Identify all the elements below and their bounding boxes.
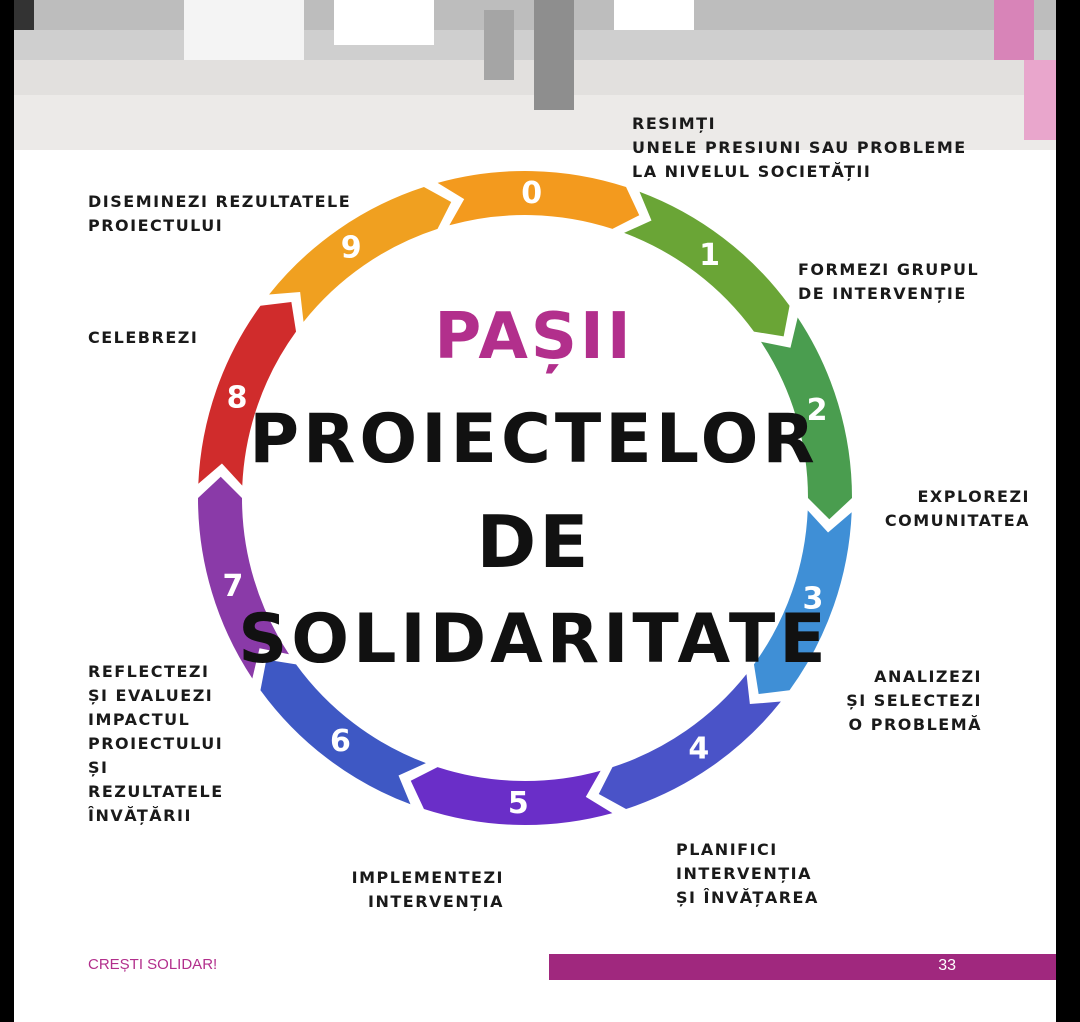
cycle-segment-0 — [437, 170, 640, 229]
step-4-line-3: ȘI ÎNVĂȚAREA — [676, 888, 819, 907]
step-4-label: PLANIFICI INTERVENȚIA ȘI ÎNVĂȚAREA — [676, 838, 819, 910]
cycle-segment-5 — [410, 767, 613, 825]
step-2-line-1: EXPLOREZI — [917, 487, 1030, 506]
step-8-label: CELEBREZI — [88, 326, 198, 350]
cycle-segment-3 — [753, 510, 852, 695]
footer-brand: CREȘTI SOLIDAR! — [88, 956, 218, 973]
diagram-title-pasii: PAȘII — [434, 300, 634, 374]
cycle-segment-7 — [198, 476, 290, 679]
footer-bar: 33 — [549, 954, 1056, 980]
step-number-9: 9 — [341, 230, 362, 265]
cycle-segment-8 — [198, 301, 297, 486]
cycle-arrow-ring — [198, 170, 852, 825]
step-number-2: 2 — [807, 393, 828, 428]
diagram-title-proiectelor: PROIECTELOR — [249, 400, 819, 479]
step-6-line-1: REFLECTEZI — [88, 662, 210, 681]
step-number-3: 3 — [803, 582, 824, 617]
cycle-diagram: 0 1 2 3 4 5 6 7 8 9 — [198, 170, 852, 825]
step-number-8: 8 — [227, 380, 248, 415]
step-1-label: FORMEZI GRUPUL DE INTERVENȚIE — [798, 258, 979, 306]
cycle-segment-4 — [598, 674, 781, 809]
step-6-line-3: IMPACTUL — [88, 710, 191, 729]
cycle-step-numbers: 0 1 2 3 4 5 6 7 8 9 — [223, 176, 828, 821]
step-number-7: 7 — [223, 569, 244, 604]
step-0-label: RESIMȚI UNELE PRESIUNI SAU PROBLEME LA N… — [632, 112, 967, 184]
step-number-1: 1 — [699, 238, 720, 273]
cycle-segment-1 — [624, 191, 790, 337]
step-number-0: 0 — [521, 176, 542, 211]
step-5-line-2: INTERVENȚIA — [368, 892, 504, 911]
step-9-line-1: DISEMINEZI REZULTATELE — [88, 192, 352, 211]
step-3-line-3: O PROBLEMĂ — [848, 715, 982, 734]
paint-brush-header — [14, 0, 1056, 200]
cycle-segment-9 — [269, 187, 452, 322]
step-3-line-2: ȘI SELECTEZI — [846, 691, 982, 710]
step-6-line-7: ÎNVĂȚĂRII — [88, 806, 192, 825]
cycle-segment-6 — [260, 659, 426, 805]
step-6-label: REFLECTEZI ȘI EVALUEZI IMPACTUL PROIECTU… — [88, 660, 224, 828]
step-6-line-2: ȘI EVALUEZI — [88, 686, 214, 705]
page-number: 33 — [938, 957, 956, 974]
book-page: 0 1 2 3 4 5 6 7 8 9 PAȘII PROIECTELOR DE SOLIDARI… — [14, 0, 1056, 1022]
step-2-line-2: COMUNITATEA — [884, 511, 1030, 530]
step-3-line-1: ANALIZEZI — [874, 667, 982, 686]
step-5-label: IMPLEMENTEZI INTERVENȚIA — [344, 866, 504, 914]
diagram-title-solidaritate: SOLIDARITATE — [238, 600, 830, 679]
cycle-segment-2 — [760, 317, 852, 520]
step-6-line-5: ȘI — [88, 758, 109, 777]
step-number-6: 6 — [330, 724, 351, 759]
step-0-line-1: RESIMȚI — [632, 114, 717, 133]
step-3-label: ANALIZEZI ȘI SELECTEZI O PROBLEMĂ — [834, 665, 982, 737]
diagram-title-de: DE — [476, 500, 592, 584]
step-6-line-6: REZULTATELE — [88, 782, 224, 801]
step-1-line-2: DE INTERVENȚIE — [798, 284, 967, 303]
step-9-label: DISEMINEZI REZULTATELE PROIECTULUI — [88, 190, 351, 238]
step-9-line-2: PROIECTULUI — [88, 216, 224, 235]
step-0-line-2: UNELE PRESIUNI SAU PROBLEME — [632, 138, 967, 157]
step-number-4: 4 — [688, 732, 709, 767]
step-2-label: EXPLOREZI COMUNITATEA — [880, 485, 1030, 533]
step-4-line-2: INTERVENȚIA — [676, 864, 812, 883]
step-0-line-3: LA NIVELUL SOCIETĂȚII — [632, 162, 872, 181]
step-8-line-1: CELEBREZI — [88, 328, 199, 347]
step-1-line-1: FORMEZI GRUPUL — [798, 260, 980, 279]
step-number-5: 5 — [508, 786, 529, 821]
step-6-line-4: PROIECTULUI — [88, 734, 224, 753]
step-4-line-1: PLANIFICI — [676, 840, 778, 859]
step-5-line-1: IMPLEMENTEZI — [351, 868, 504, 887]
